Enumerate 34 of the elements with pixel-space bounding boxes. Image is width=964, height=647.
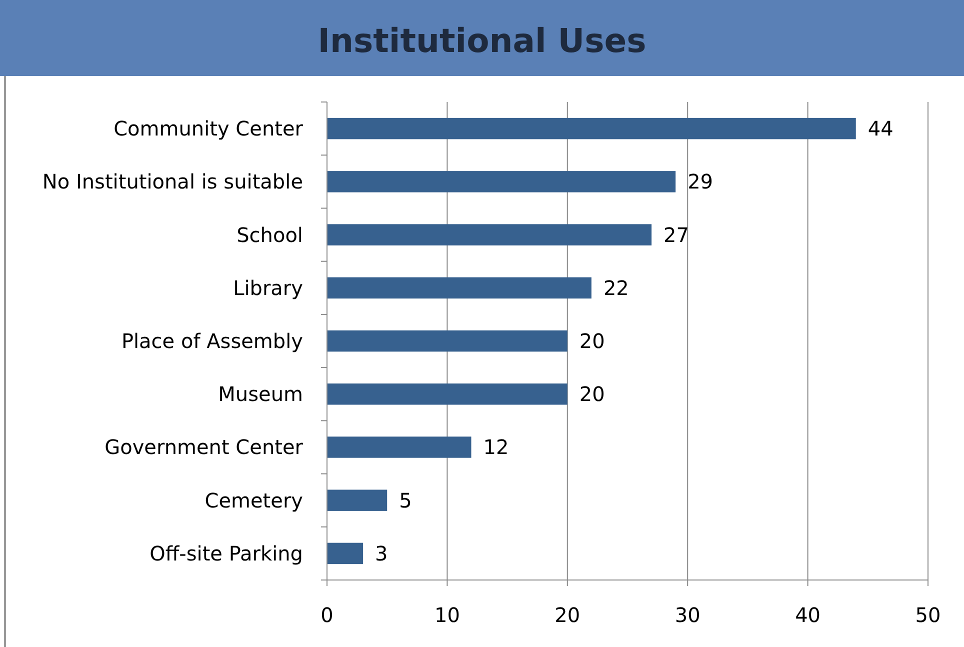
data-label: 20 bbox=[579, 382, 605, 406]
y-tick-label: Place of Assembly bbox=[121, 329, 304, 353]
y-tick-label: School bbox=[236, 222, 303, 247]
data-label: 29 bbox=[688, 170, 714, 194]
bar bbox=[327, 436, 472, 458]
data-label: 44 bbox=[868, 116, 894, 141]
y-tick-label: Museum bbox=[218, 382, 303, 406]
data-label: 27 bbox=[664, 222, 689, 247]
bar bbox=[327, 383, 568, 405]
bar bbox=[327, 542, 364, 564]
bar bbox=[327, 490, 388, 511]
x-tick-label: 50 bbox=[915, 603, 941, 627]
y-tick-label: Community Center bbox=[114, 116, 304, 141]
bar bbox=[327, 330, 568, 352]
data-label: 12 bbox=[483, 435, 509, 460]
data-label: 20 bbox=[579, 329, 605, 353]
y-tick-label: No Institutional is suitable bbox=[42, 170, 303, 194]
bar bbox=[327, 277, 592, 299]
x-tick-label: 30 bbox=[674, 603, 700, 627]
x-tick-label: 0 bbox=[320, 603, 334, 627]
y-tick-label: Cemetery bbox=[204, 488, 304, 512]
data-label: 5 bbox=[399, 488, 412, 512]
chart-title: Institutional Uses bbox=[318, 21, 646, 60]
bar bbox=[327, 118, 856, 140]
bar bbox=[327, 171, 676, 192]
data-label: 3 bbox=[375, 541, 388, 566]
bar bbox=[327, 224, 652, 246]
data-label: 22 bbox=[603, 276, 629, 300]
x-tick-label: 10 bbox=[434, 603, 460, 627]
y-tick-label: Library bbox=[233, 276, 304, 300]
x-tick-label: 40 bbox=[795, 603, 821, 627]
x-tick-label: 20 bbox=[554, 603, 580, 627]
y-tick-label: Government Center bbox=[104, 435, 304, 460]
y-tick-label: Off-site Parking bbox=[150, 541, 303, 566]
